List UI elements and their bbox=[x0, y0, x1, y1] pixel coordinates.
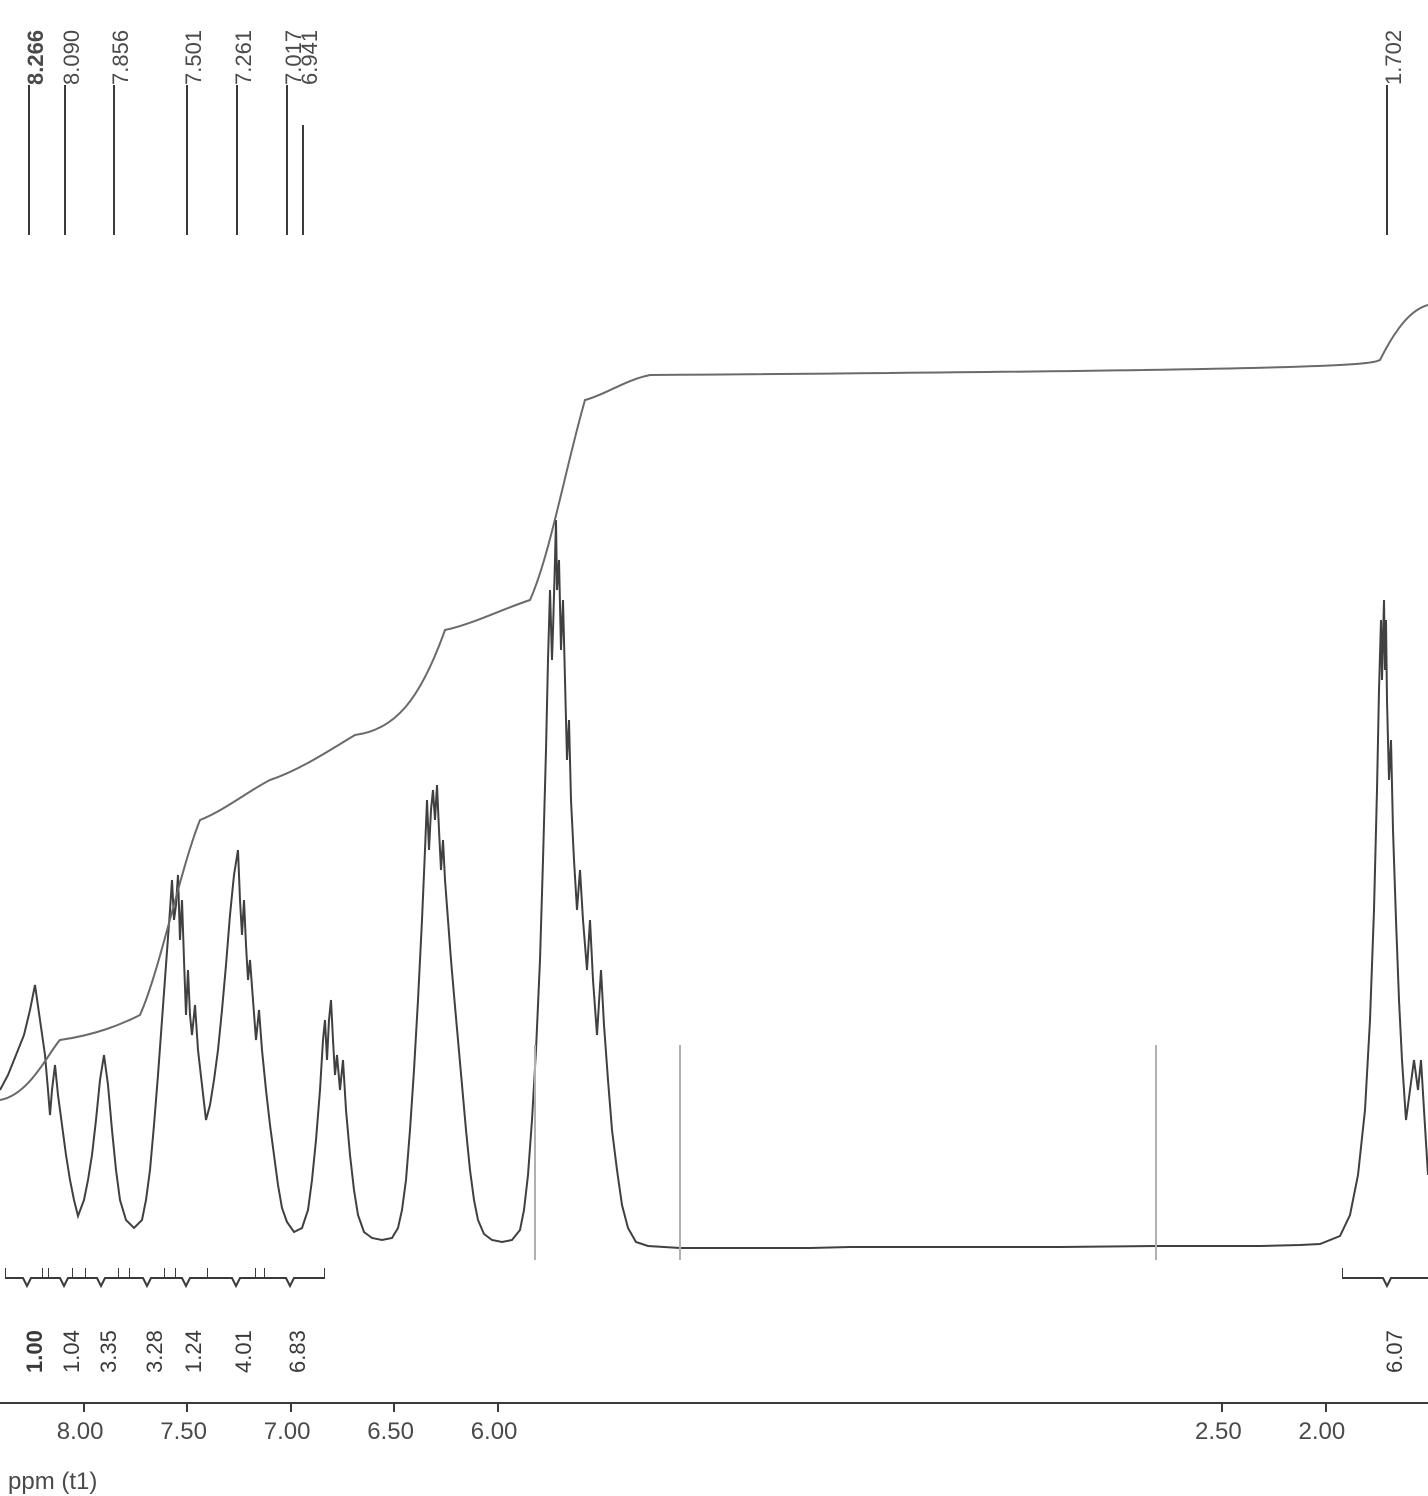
peak-line bbox=[186, 85, 188, 235]
peak-line bbox=[302, 125, 304, 235]
integral-label-1-24: 1.24 bbox=[181, 1330, 207, 1373]
peak-line bbox=[64, 85, 66, 235]
peak-label-7-501: 7.501 bbox=[181, 30, 207, 85]
x-axis-label-2-00: 2.00 bbox=[1299, 1418, 1346, 1446]
x-axis-title: ppm (t1) bbox=[8, 1468, 97, 1496]
integral-bracket bbox=[164, 1268, 208, 1288]
x-axis-label-7-00: 7.00 bbox=[264, 1418, 311, 1446]
integral-bracket bbox=[1342, 1268, 1428, 1288]
peak-line bbox=[236, 85, 238, 235]
gridline bbox=[534, 1045, 536, 1260]
x-axis-tick bbox=[186, 1402, 188, 1412]
x-axis-label-7-50: 7.50 bbox=[160, 1418, 207, 1446]
peak-label-7-856: 7.856 bbox=[108, 30, 134, 85]
x-axis-label-2-50: 2.50 bbox=[1195, 1418, 1242, 1446]
x-axis-tick bbox=[1325, 1402, 1327, 1412]
integral-label-1-00: 1.00 bbox=[22, 1330, 48, 1373]
integral-label-3-35: 3.35 bbox=[96, 1330, 122, 1373]
x-axis-tick bbox=[1221, 1402, 1223, 1412]
peak-line bbox=[28, 85, 30, 235]
gridline bbox=[679, 1045, 681, 1260]
x-axis-tick bbox=[497, 1402, 499, 1412]
peak-line bbox=[286, 85, 288, 235]
peak-label-7-261: 7.261 bbox=[231, 30, 257, 85]
x-axis-line bbox=[0, 1402, 1428, 1404]
integral-curve bbox=[0, 305, 1428, 1100]
peak-line bbox=[113, 85, 115, 235]
integral-label-3-28: 3.28 bbox=[142, 1330, 168, 1373]
x-axis-tick bbox=[393, 1402, 395, 1412]
x-axis-label-6-00: 6.00 bbox=[471, 1418, 518, 1446]
integral-label-4-01: 4.01 bbox=[231, 1330, 257, 1373]
peak-label-1-702: 1.702 bbox=[1381, 30, 1407, 85]
peak-label-8-266: 8.266 bbox=[23, 30, 49, 85]
x-axis-tick bbox=[290, 1402, 292, 1412]
integral-label-6-07: 6.07 bbox=[1382, 1330, 1408, 1373]
x-axis-tick bbox=[83, 1402, 85, 1412]
spectrum-trace bbox=[0, 520, 1428, 1248]
gridline bbox=[1155, 1045, 1157, 1260]
integral-bracket bbox=[255, 1268, 325, 1288]
nmr-spectrum: 8.2668.0907.8567.5017.2617.0176.9411.702… bbox=[0, 0, 1428, 1496]
integral-label-6-83: 6.83 bbox=[285, 1330, 311, 1373]
x-axis-label-8-00: 8.00 bbox=[57, 1418, 104, 1446]
x-axis-label-6-50: 6.50 bbox=[367, 1418, 414, 1446]
peak-line bbox=[1386, 85, 1388, 235]
peak-label-8-090: 8.090 bbox=[59, 30, 85, 85]
integral-label-1-04: 1.04 bbox=[59, 1330, 85, 1373]
peak-label-6-941: 6.941 bbox=[297, 30, 323, 85]
